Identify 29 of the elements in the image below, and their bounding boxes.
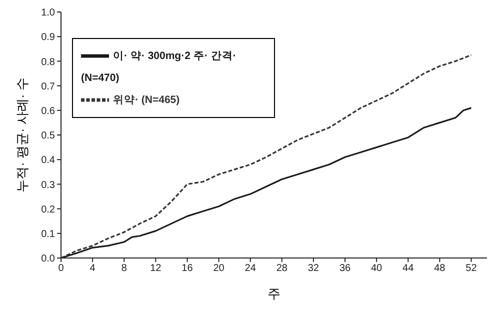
x-tick-label: 8 bbox=[121, 263, 128, 274]
x-tick-label: 16 bbox=[182, 263, 194, 274]
x-tick-label: 28 bbox=[276, 263, 288, 274]
y-tick-label: 1.0 bbox=[41, 8, 56, 19]
x-tick-label: 0 bbox=[58, 263, 64, 274]
y-tick-label: 0.4 bbox=[41, 155, 56, 166]
x-axis-title: 주 bbox=[268, 286, 280, 301]
y-tick-label: 0.8 bbox=[41, 56, 56, 68]
legend-label: 위약· (N=465) bbox=[113, 94, 180, 106]
y-tick-label: 0.1 bbox=[41, 228, 56, 240]
y-tick-label: 0.3 bbox=[41, 180, 56, 191]
x-tick-label: 40 bbox=[370, 263, 383, 274]
x-tick-label: 48 bbox=[434, 263, 446, 274]
y-tick-label: 0.0 bbox=[41, 254, 56, 265]
x-tick-label: 32 bbox=[308, 263, 320, 274]
x-tick-label: 52 bbox=[466, 263, 478, 274]
y-tick-label: 0.2 bbox=[41, 204, 56, 216]
x-tick-label: 12 bbox=[150, 263, 162, 274]
y-tick-label: 0.6 bbox=[41, 106, 56, 117]
x-tick-label: 20 bbox=[213, 263, 225, 274]
y-tick-label: 0.9 bbox=[41, 32, 56, 44]
y-tick-label: 0.7 bbox=[41, 81, 56, 92]
y-axis-title: 누적· 평균· 사례· 수 bbox=[14, 78, 30, 192]
legend-label: 이· 약· 300mg·2 주· 간격· (N=470) bbox=[81, 50, 236, 84]
x-tick-label: 24 bbox=[244, 263, 256, 274]
x-tick-label: 36 bbox=[339, 263, 351, 274]
y-tick-label: 0.5 bbox=[41, 130, 56, 142]
x-tick-label: 4 bbox=[90, 263, 96, 274]
x-tick-label: 44 bbox=[402, 263, 414, 274]
